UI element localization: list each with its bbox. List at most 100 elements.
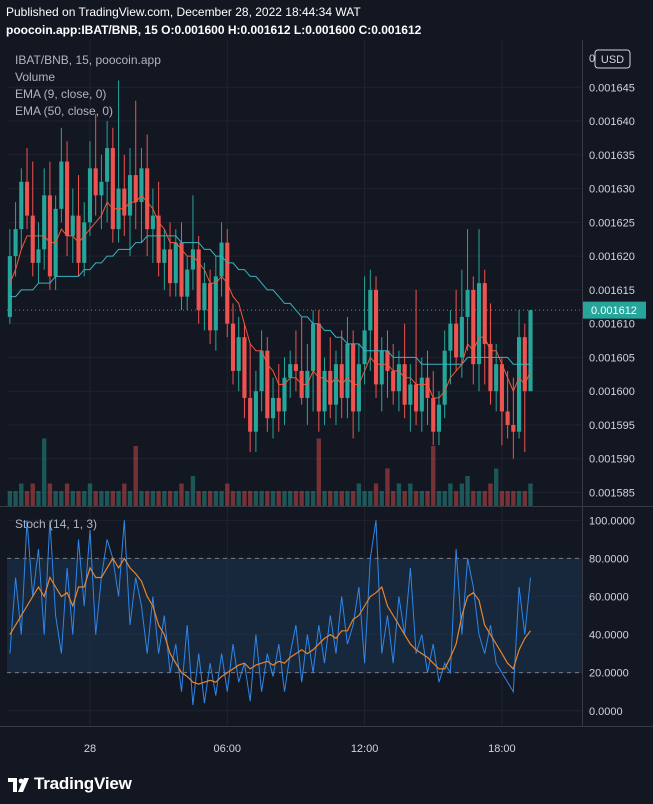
candle-body xyxy=(59,161,64,209)
candle-body xyxy=(356,364,361,412)
volume-bar xyxy=(442,491,447,506)
volume-bar xyxy=(202,491,207,506)
candle-body xyxy=(414,384,419,412)
legend-ema9[interactable]: EMA (9, close, 0) xyxy=(15,87,106,101)
volume-bar xyxy=(511,491,516,506)
candle-body xyxy=(156,215,161,263)
price-axis-label: 0.001625 xyxy=(589,217,635,229)
volume-bar xyxy=(431,446,436,506)
candle-body xyxy=(528,310,533,392)
volume-bar xyxy=(24,491,30,506)
candle-body xyxy=(219,242,224,277)
candle-body xyxy=(373,289,379,385)
candle-body xyxy=(362,330,367,365)
candle-body xyxy=(476,283,482,365)
volume-bar xyxy=(396,483,402,506)
volume-bar xyxy=(316,438,321,506)
volume-bar xyxy=(373,483,379,506)
volume-bar xyxy=(196,491,201,506)
candle-body xyxy=(328,370,333,405)
volume-bar xyxy=(345,491,350,506)
volume-bar xyxy=(87,483,93,506)
legend-title[interactable]: IBAT/BNB, 15, poocoin.app xyxy=(15,53,161,67)
time-axis-label: 12:00 xyxy=(351,743,379,755)
volume-bar xyxy=(339,491,344,506)
candle-body xyxy=(494,364,499,392)
candle-body xyxy=(425,377,430,398)
volume-bar xyxy=(42,438,47,506)
volume-bar xyxy=(299,491,304,506)
stoch-axis-label: 100.0000 xyxy=(589,515,635,527)
volume-bar xyxy=(276,491,281,506)
volume-bar xyxy=(494,468,499,506)
chart-area[interactable]: 0.001645 0.001640 0.001635 0.001630 0.001625… xyxy=(0,40,653,766)
candle-body xyxy=(408,384,413,405)
volume-bar xyxy=(30,483,35,506)
candle-body xyxy=(339,364,344,398)
candle-body xyxy=(150,215,155,230)
volume-bar xyxy=(190,476,196,506)
time-axis-label: 28 xyxy=(84,743,96,755)
candle-body xyxy=(385,350,390,371)
volume-bar xyxy=(465,476,470,506)
candle-body xyxy=(471,289,476,365)
candle-body xyxy=(402,364,407,405)
candle-body xyxy=(288,364,293,378)
candle-body xyxy=(511,424,516,432)
volume-bar xyxy=(362,491,367,506)
candle-body xyxy=(351,343,356,412)
stoch-axis-label: 20.0000 xyxy=(589,668,629,680)
candle-body xyxy=(276,397,281,412)
candle-body xyxy=(282,377,287,412)
price-axis-top-label: 0 xyxy=(589,53,595,65)
volume-bar xyxy=(127,491,133,506)
legend-volume[interactable]: Volume xyxy=(15,70,55,84)
legend-ema50[interactable]: EMA (50, close, 0) xyxy=(15,104,113,118)
candle-body xyxy=(442,350,447,405)
candle-body xyxy=(368,289,373,331)
price-axis-label: 0.001595 xyxy=(589,420,635,432)
candle-body xyxy=(270,397,276,419)
candle-body xyxy=(396,364,401,392)
volume-bar xyxy=(230,491,236,506)
currency-button[interactable] xyxy=(594,49,631,69)
volume-bar xyxy=(391,491,396,506)
volume-bar xyxy=(350,491,356,506)
volume-bar xyxy=(133,446,138,506)
volume-bar xyxy=(419,491,424,506)
candle-body xyxy=(145,168,150,230)
candle-body xyxy=(30,215,35,263)
volume-bar xyxy=(76,491,81,506)
candle-body xyxy=(248,397,253,432)
price-axis-label: 0.001640 xyxy=(589,116,635,128)
volume-bar xyxy=(13,491,18,506)
legend-stoch[interactable]: Stoch (14, 1, 3) xyxy=(15,517,97,531)
price-gridlines xyxy=(7,86,582,493)
stoch-axis-label: 0.0000 xyxy=(589,706,623,718)
candle-body xyxy=(436,404,442,432)
volume-bar xyxy=(288,491,293,506)
volume-bar xyxy=(270,491,276,506)
volume-bars xyxy=(7,438,533,506)
price-axis-label: 0.001645 xyxy=(589,82,635,94)
volume-bar xyxy=(104,491,110,506)
candle-body xyxy=(431,397,436,432)
volume-bar xyxy=(207,491,213,506)
symbol-ohlc-line: poocoin.app:IBAT/BNB, 15 O:0.001600 H:0.… xyxy=(6,23,422,37)
candle-body xyxy=(202,283,207,311)
volume-bar xyxy=(282,491,287,506)
candle-body xyxy=(70,215,75,236)
price-axis[interactable] xyxy=(583,40,653,726)
last-price-label: 0.001612 xyxy=(591,305,637,317)
candle-body xyxy=(488,343,493,392)
price-axis-label: 0.001620 xyxy=(589,251,635,263)
volume-bar xyxy=(259,491,264,506)
volume-bar xyxy=(448,483,453,506)
volume-bar xyxy=(116,491,121,506)
candle-body xyxy=(122,188,127,216)
candle-body xyxy=(419,377,424,412)
volume-bar xyxy=(482,491,487,506)
volume-bar xyxy=(305,491,310,506)
candle-body xyxy=(253,391,258,432)
candle-body xyxy=(13,229,18,257)
